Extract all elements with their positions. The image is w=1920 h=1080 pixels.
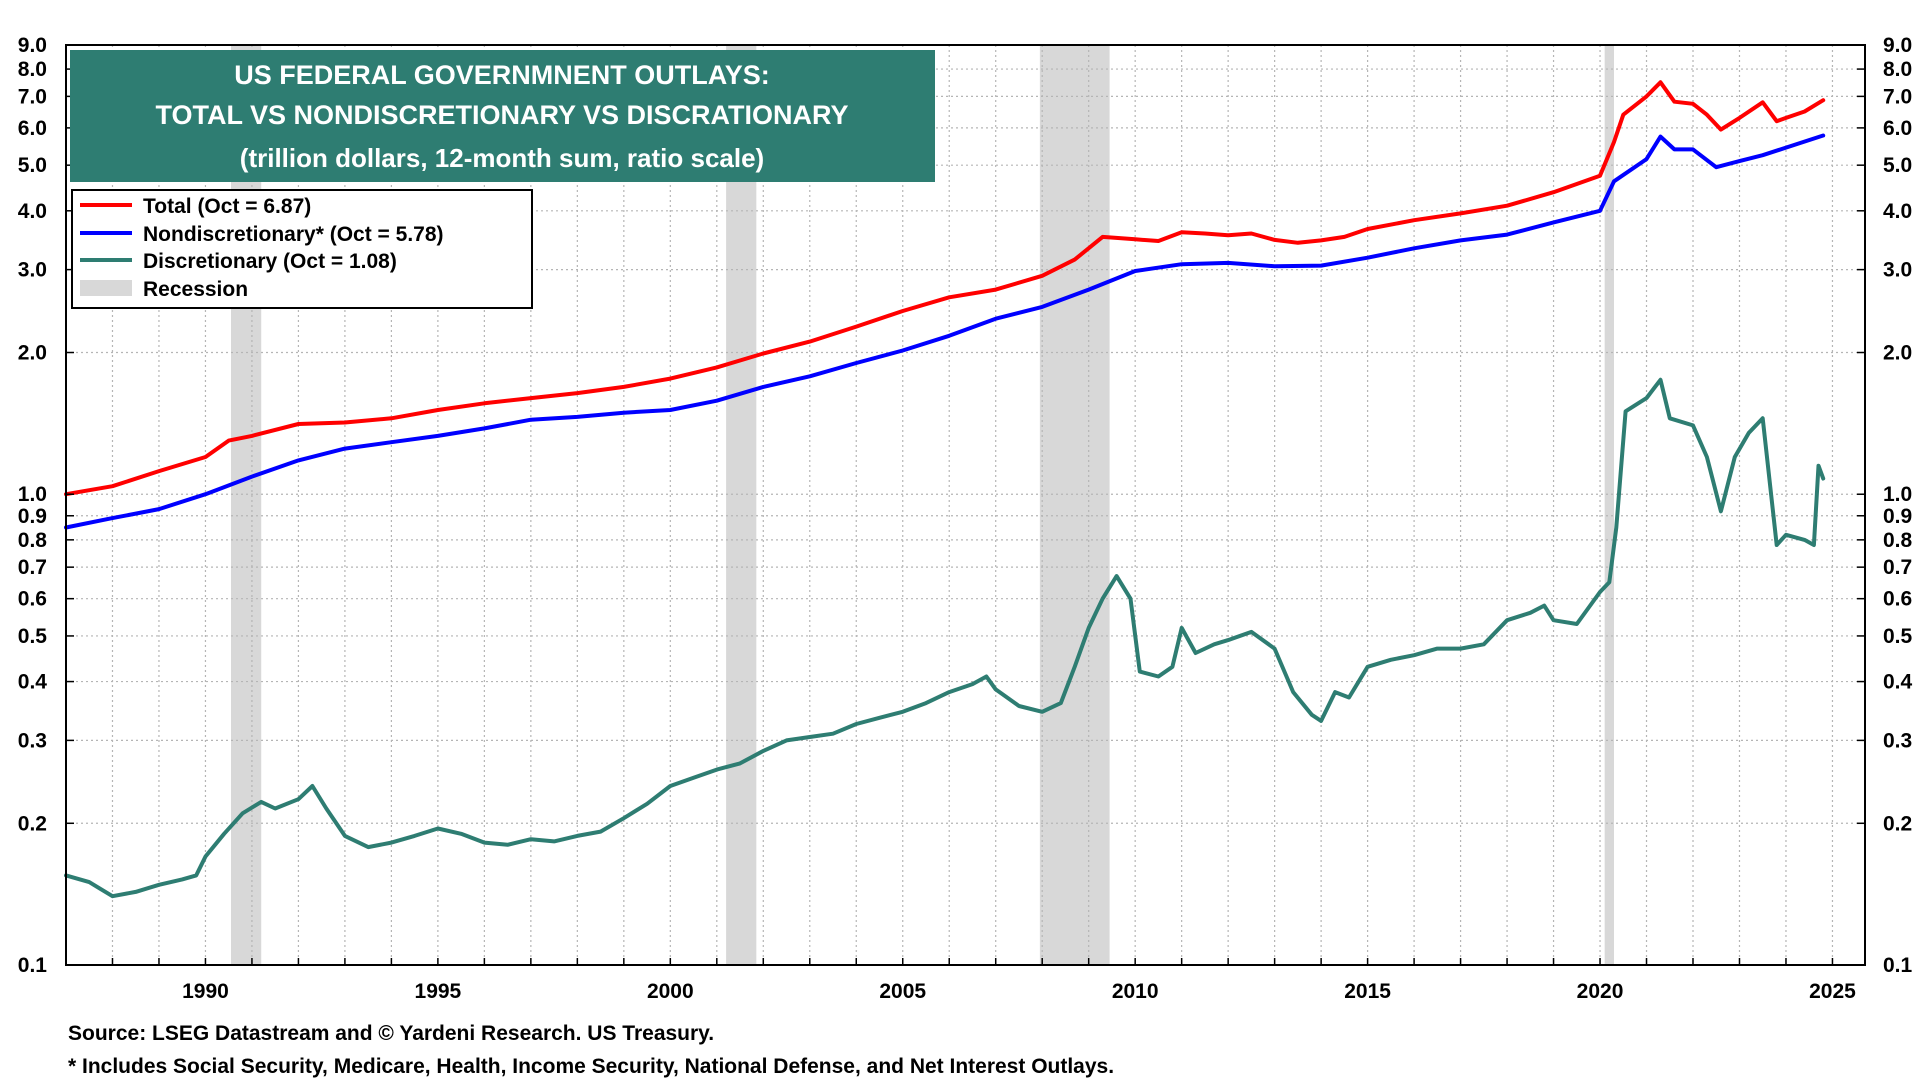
x-tick-label: 2010 <box>1112 980 1159 1003</box>
y-tick-label-right: 0.4 <box>1883 671 1913 694</box>
y-tick-label-right: 8.0 <box>1883 58 1912 81</box>
legend-swatch-recession <box>80 280 132 296</box>
y-tick-label-right: 4.0 <box>1883 200 1912 223</box>
x-tick-label: 2015 <box>1344 980 1391 1003</box>
y-tick-label-left: 0.6 <box>18 588 47 611</box>
x-axis: 1990 1995 2000 2005 2010 2015 2020 2025 <box>111 958 1856 1003</box>
footnote: * Includes Social Security, Medicare, He… <box>68 1055 1114 1078</box>
chart-subtitle: TOTAL VS NONDISCRETIONARY VS DISCRATIONA… <box>155 100 848 130</box>
y-tick-label-left: 1.0 <box>18 483 47 506</box>
y-tick-label-right: 0.7 <box>1883 556 1912 579</box>
y-tick-label-left: 2.0 <box>18 342 47 365</box>
plot-frame <box>65 44 1866 966</box>
y-tick-label-left: 8.0 <box>18 58 47 81</box>
y-tick-label-right: 0.2 <box>1883 812 1912 835</box>
y-tick-label-right: 0.8 <box>1883 529 1913 552</box>
legend: Total (Oct = 6.87) Nondiscretionary* (Oc… <box>71 189 533 309</box>
y-tick-label-right: 0.1 <box>1883 954 1913 977</box>
y-tick-label-left: 6.0 <box>18 117 47 140</box>
y-tick-label-left: 0.5 <box>18 625 48 648</box>
y-tick-label-left: 0.1 <box>18 954 48 977</box>
gridlines <box>66 45 1865 965</box>
legend-label-discretionary: Discretionary (Oct = 1.08) <box>143 250 397 273</box>
chart-title: US FEDERAL GOVERNMNENT OUTLAYS: <box>234 60 770 90</box>
y-tick-label-left: 0.3 <box>18 729 47 752</box>
legend-label-nondiscretionary: Nondiscretionary* (Oct = 5.78) <box>143 223 444 246</box>
title-box: US FEDERAL GOVERNMNENT OUTLAYS: TOTAL VS… <box>70 50 935 182</box>
y-tick-label-right: 5.0 <box>1883 154 1912 177</box>
chart-units-note: (trillion dollars, 12-month sum, ratio s… <box>240 143 764 173</box>
y-tick-label-left: 3.0 <box>18 259 47 282</box>
y-tick-label-right: 9.0 <box>1883 34 1912 57</box>
y-tick-label-right: 0.3 <box>1883 729 1912 752</box>
x-tick-label: 2000 <box>647 980 694 1003</box>
y-axis-left: 0.1 0.2 0.3 0.4 0.5 0.6 0.7 0.80.91.0 2.0 3.0 4.0 5… <box>18 34 74 977</box>
y-axis-right: 0.1 0.2 0.3 0.4 0.5 0.6 0.7 0.80.91.0 2.0 3.0 4.0 5… <box>1857 34 1913 977</box>
x-tick-label: 2005 <box>879 980 926 1003</box>
recession-band-1 <box>726 45 757 965</box>
y-tick-label-right: 3.0 <box>1883 259 1912 282</box>
x-tick-label: 1990 <box>182 980 229 1003</box>
series-nondiscretionary <box>64 133 1826 530</box>
x-tick-label: 2020 <box>1577 980 1624 1003</box>
legend-label-total: Total (Oct = 6.87) <box>143 195 311 218</box>
y-tick-label-right: 2.0 <box>1883 342 1912 365</box>
y-tick-label-left: 9.0 <box>18 34 47 57</box>
series-total <box>64 80 1826 497</box>
source-note: Source: LSEG Datastream and © Yardeni Re… <box>68 1022 714 1045</box>
y-tick-label-left: 0.8 <box>18 529 48 552</box>
y-tick-label-left: 4.0 <box>18 200 47 223</box>
y-tick-label-right: 1.0 <box>1883 483 1912 506</box>
recession-band-3 <box>1604 45 1614 965</box>
y-tick-label-left: 7.0 <box>18 85 47 108</box>
recession-band-0 <box>231 45 262 965</box>
x-tick-label: 2025 <box>1809 980 1856 1003</box>
y-tick-label-left: 0.4 <box>18 671 48 694</box>
y-tick-label-left: 0.9 <box>18 505 47 528</box>
x-tick-label: 1995 <box>415 980 462 1003</box>
y-tick-label-left: 0.7 <box>18 556 47 579</box>
legend-label-recession: Recession <box>143 278 248 301</box>
series-lines <box>64 80 1826 899</box>
y-tick-label-right: 7.0 <box>1883 85 1912 108</box>
y-tick-label-right: 0.9 <box>1883 505 1912 528</box>
y-tick-label-right: 6.0 <box>1883 117 1912 140</box>
y-tick-label-right: 0.6 <box>1883 588 1912 611</box>
series-discretionary <box>64 377 1826 899</box>
y-tick-label-right: 0.5 <box>1883 625 1913 648</box>
recession-band-2 <box>1039 45 1110 965</box>
y-tick-label-left: 0.2 <box>18 812 47 835</box>
y-tick-label-left: 5.0 <box>18 154 47 177</box>
